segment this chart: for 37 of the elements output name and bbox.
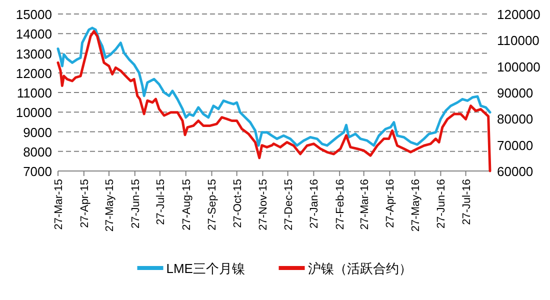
- legend-label: LME三个月镍: [166, 261, 245, 276]
- y2-tick-label: 70000: [497, 138, 534, 153]
- y2-tick-label: 60000: [497, 164, 534, 179]
- x-tick-label: 27-Aug-15: [180, 179, 193, 230]
- x-tick-label: 27-Jul-15: [154, 179, 167, 225]
- y-tick-label: 10000: [16, 105, 52, 120]
- y2-tick-label: 80000: [497, 112, 534, 127]
- line-series: [56, 30, 492, 172]
- x-tick-label: 27-May-15: [104, 179, 116, 232]
- x-tick-label: 27-Jun-15: [130, 179, 142, 229]
- y-tick-label: 13000: [16, 46, 52, 62]
- x-tick-label: 27-Dec-15: [282, 179, 295, 230]
- y-tick-label: 11000: [16, 86, 52, 100]
- x-tick-label: 27-Feb-16: [334, 179, 347, 230]
- y-tick-label: 9000: [23, 124, 52, 140]
- x-tick-label: 27-Oct-15: [232, 179, 244, 228]
- y-tick-label: 12000: [16, 66, 52, 81]
- x-tick-label: 27-Nov-15: [258, 179, 270, 230]
- x-tick-label: 27-Jun-16: [436, 179, 448, 229]
- x-tick-label: 27-Mar-15: [53, 179, 65, 230]
- legend-label: 沪镍（活跃合约）: [308, 261, 412, 276]
- x-tick-label: 27-Jan-16: [308, 179, 321, 229]
- y2-tick-label: 100000: [497, 59, 540, 74]
- x-tick-label: 27-May-16: [410, 179, 422, 232]
- y-tick-label: 7000: [23, 164, 52, 179]
- y-tick-label: 8000: [23, 144, 52, 160]
- y-tick-label: 15000: [16, 7, 52, 22]
- line-series: [56, 26, 492, 147]
- y2-tick-label: 110000: [497, 33, 540, 48]
- y2-tick-label: 90000: [497, 86, 534, 100]
- x-tick-label: 27-Apr-16: [384, 179, 397, 228]
- x-tick-label: 27-Jul-16: [460, 179, 473, 225]
- x-tick-label: 27-Apr-15: [78, 179, 91, 228]
- x-tick-label: 27-Sep-15: [206, 179, 219, 230]
- x-tick-label: 27-Mar-16: [358, 179, 371, 230]
- y2-tick-label: 120000: [497, 7, 540, 22]
- y-tick-label: 14000: [16, 26, 52, 42]
